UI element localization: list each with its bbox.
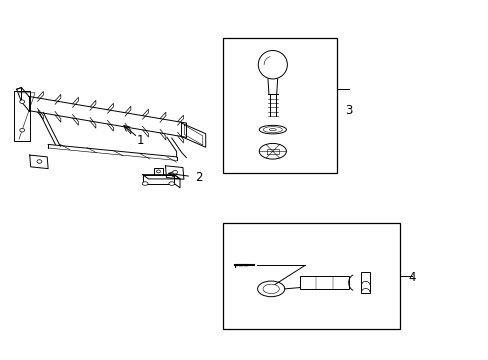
Bar [222, 38, 336, 173]
Bar [360, 272, 369, 293]
Ellipse shape [263, 284, 279, 294]
Ellipse shape [142, 182, 148, 185]
Ellipse shape [168, 182, 174, 185]
Ellipse shape [20, 129, 24, 132]
Ellipse shape [258, 50, 287, 79]
Text: 3: 3 [345, 104, 352, 117]
Ellipse shape [20, 100, 24, 103]
Bar [300, 276, 348, 289]
Ellipse shape [257, 281, 284, 297]
Text: 4: 4 [407, 271, 415, 284]
Text: 1: 1 [136, 134, 144, 147]
Ellipse shape [37, 160, 42, 163]
Ellipse shape [259, 143, 286, 159]
Text: 2: 2 [194, 171, 202, 184]
Ellipse shape [259, 125, 286, 134]
Bar [222, 223, 399, 329]
Ellipse shape [172, 170, 177, 174]
Ellipse shape [269, 129, 276, 131]
Ellipse shape [263, 127, 282, 132]
Ellipse shape [156, 170, 160, 173]
